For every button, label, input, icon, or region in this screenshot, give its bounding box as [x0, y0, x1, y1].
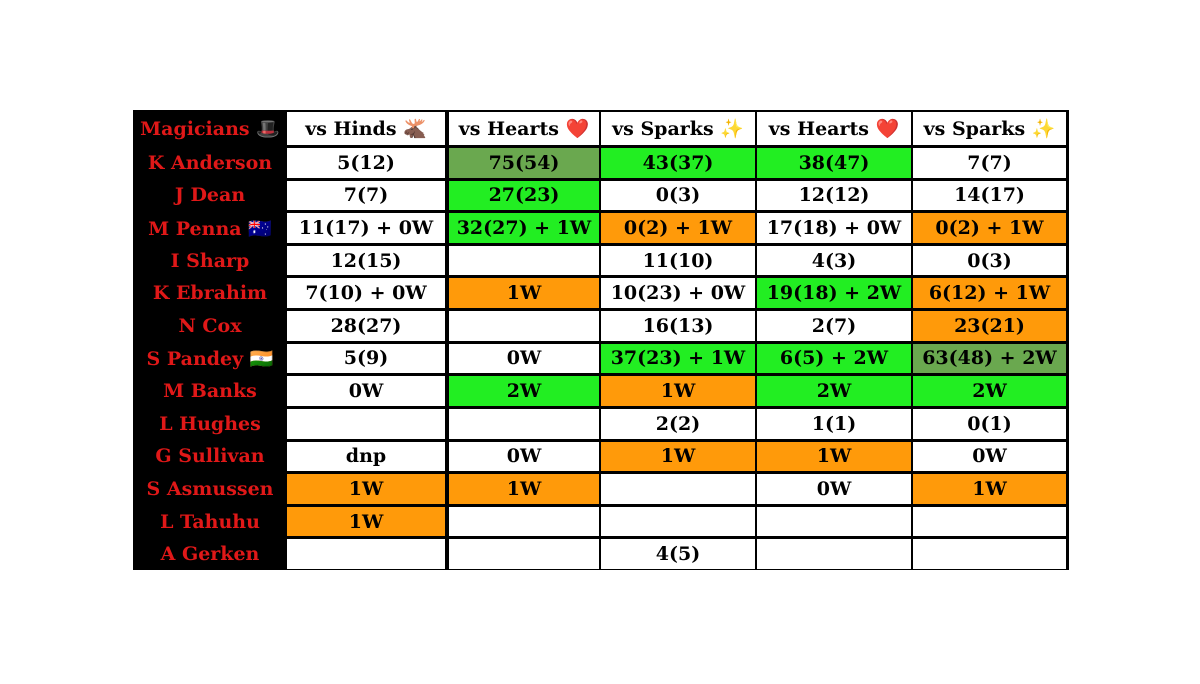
match-header: vs Hearts ❤️	[757, 112, 911, 145]
score-cell: 1W	[287, 474, 445, 504]
score-cell: 0W	[449, 441, 599, 472]
score-cell: 23(21)	[913, 311, 1066, 341]
score-cell: 0(1)	[913, 408, 1066, 439]
score-cell: 1W	[913, 474, 1066, 504]
score-cell: 43(37)	[601, 148, 755, 178]
score-cell: 19(18) + 2W	[757, 278, 911, 309]
score-cell: 28(27)	[287, 311, 445, 341]
player-name: N Cox	[135, 311, 285, 341]
score-cell	[913, 506, 1066, 537]
player-name: K Anderson	[135, 148, 285, 178]
score-cell	[757, 506, 911, 537]
score-cell: 0(2) + 1W	[601, 213, 755, 243]
player-name: L Hughes	[135, 408, 285, 439]
score-cell: 0W	[757, 474, 911, 504]
score-cell: 1(1)	[757, 408, 911, 439]
score-cell: 0W	[449, 343, 599, 374]
score-cell: 0W	[287, 376, 445, 406]
score-cell: 11(10)	[601, 245, 755, 276]
score-cell: 1W	[601, 441, 755, 472]
score-cell: 0(2) + 1W	[913, 213, 1066, 243]
player-name: S Asmussen	[135, 474, 285, 504]
score-cell: 6(12) + 1W	[913, 278, 1066, 309]
score-cell	[449, 245, 599, 276]
match-header: vs Hinds 🫎	[287, 112, 445, 145]
score-cell: 4(5)	[601, 539, 755, 569]
score-cell	[287, 539, 445, 569]
score-cell: 1W	[287, 506, 445, 537]
score-cell	[287, 408, 445, 439]
score-cell	[601, 506, 755, 537]
score-cell: 1W	[449, 278, 599, 309]
score-cell: 11(17) + 0W	[287, 213, 445, 243]
score-cell: 16(13)	[601, 311, 755, 341]
score-cell: 2(7)	[757, 311, 911, 341]
score-cell: 0(3)	[601, 180, 755, 211]
score-cell: 0(3)	[913, 245, 1066, 276]
score-cell	[449, 506, 599, 537]
score-cell: 6(5) + 2W	[757, 343, 911, 374]
score-cell: 75(54)	[449, 148, 599, 178]
score-cell: 38(47)	[757, 148, 911, 178]
player-name: M Penna 🇦🇺	[135, 213, 285, 243]
score-cell	[601, 474, 755, 504]
score-cell: 7(7)	[287, 180, 445, 211]
score-cell: 14(17)	[913, 180, 1066, 211]
score-cell: 1W	[757, 441, 911, 472]
score-cell: dnp	[287, 441, 445, 472]
score-cell: 4(3)	[757, 245, 911, 276]
player-name: I Sharp	[135, 245, 285, 276]
score-cell: 32(27) + 1W	[449, 213, 599, 243]
score-cell: 1W	[449, 474, 599, 504]
score-cell: 17(18) + 0W	[757, 213, 911, 243]
player-name: M Banks	[135, 376, 285, 406]
player-name: J Dean	[135, 180, 285, 211]
match-header: vs Hearts ❤️	[449, 112, 599, 145]
score-cell: 2W	[757, 376, 911, 406]
player-name: K Ebrahim	[135, 278, 285, 309]
score-cell: 63(48) + 2W	[913, 343, 1066, 374]
player-name: G Sullivan	[135, 441, 285, 472]
score-cell: 5(12)	[287, 148, 445, 178]
player-name: S Pandey 🇮🇳	[135, 343, 285, 374]
score-cell: 10(23) + 0W	[601, 278, 755, 309]
score-table: Magicians 🎩 vs Hinds 🫎 vs Hearts ❤️ vs Spar…	[133, 110, 1069, 570]
score-cell: 1W	[601, 376, 755, 406]
player-name: A Gerken	[135, 539, 285, 569]
score-cell: 27(23)	[449, 180, 599, 211]
score-cell	[449, 408, 599, 439]
score-cell: 12(15)	[287, 245, 445, 276]
score-cell: 7(7)	[913, 148, 1066, 178]
match-header: vs Sparks ✨	[913, 112, 1066, 145]
score-cell: 2(2)	[601, 408, 755, 439]
team-header: Magicians 🎩	[135, 112, 285, 145]
player-name: L Tahuhu	[135, 506, 285, 537]
score-cell: 37(23) + 1W	[601, 343, 755, 374]
score-cell	[449, 311, 599, 341]
score-cell: 5(9)	[287, 343, 445, 374]
score-cell	[449, 539, 599, 569]
match-header: vs Sparks ✨	[601, 112, 755, 145]
score-cell: 2W	[449, 376, 599, 406]
score-cell: 0W	[913, 441, 1066, 472]
score-cell: 7(10) + 0W	[287, 278, 445, 309]
score-cell: 2W	[913, 376, 1066, 406]
score-cell	[757, 539, 911, 569]
score-cell	[913, 539, 1066, 569]
score-cell: 12(12)	[757, 180, 911, 211]
